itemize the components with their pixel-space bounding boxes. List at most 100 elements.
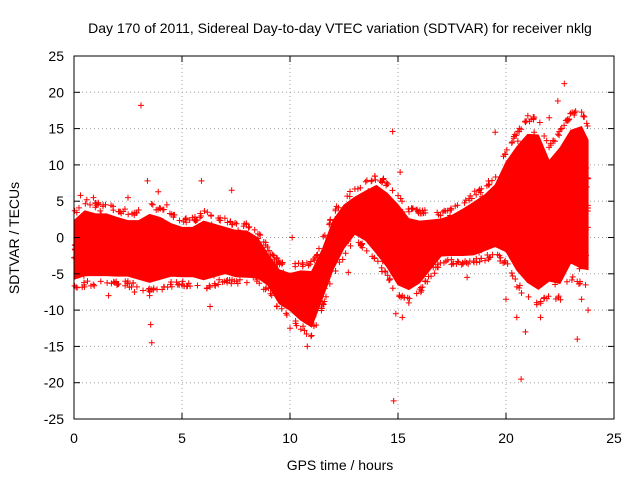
data-point xyxy=(482,206,489,213)
data-point xyxy=(509,272,516,279)
data-point xyxy=(542,232,549,239)
data-point xyxy=(419,254,426,261)
data-point xyxy=(274,255,281,262)
data-point xyxy=(210,233,217,240)
data-point xyxy=(102,259,109,266)
data-point xyxy=(229,276,236,283)
data-point xyxy=(332,207,339,214)
data-point xyxy=(428,240,435,247)
data-point xyxy=(513,132,520,139)
data-point xyxy=(87,201,94,208)
data-point xyxy=(315,294,322,301)
data-point xyxy=(371,255,378,262)
data-point xyxy=(527,213,534,220)
data-point xyxy=(384,209,391,216)
data-point xyxy=(582,240,589,247)
data-point xyxy=(156,273,163,280)
data-point xyxy=(468,219,475,226)
data-point xyxy=(263,273,270,280)
data-point xyxy=(280,295,287,302)
data-point xyxy=(438,243,445,250)
data-point xyxy=(308,333,315,340)
data-point xyxy=(84,239,91,246)
data-point xyxy=(162,228,169,235)
data-point xyxy=(398,246,405,253)
data-point xyxy=(75,264,82,271)
data-point xyxy=(371,173,378,180)
data-point xyxy=(297,296,304,303)
data-point xyxy=(480,197,487,204)
data-point xyxy=(520,250,527,257)
data-point xyxy=(512,276,519,283)
data-point xyxy=(580,112,587,119)
data-point xyxy=(417,229,424,236)
data-point xyxy=(532,241,539,248)
data-point xyxy=(535,232,542,239)
data-point xyxy=(153,206,160,213)
data-point xyxy=(535,266,542,273)
data-point xyxy=(555,293,562,300)
data-point xyxy=(426,221,433,228)
data-point xyxy=(81,212,88,219)
data-point xyxy=(262,286,269,293)
data-point xyxy=(578,147,585,154)
data-point xyxy=(207,231,214,238)
data-point xyxy=(93,202,100,209)
data-point xyxy=(129,231,136,238)
data-point xyxy=(563,278,570,285)
data-point xyxy=(297,301,304,308)
outlier-point xyxy=(567,143,574,150)
data-point xyxy=(567,221,574,228)
data-point xyxy=(263,258,270,265)
data-point xyxy=(565,208,572,215)
data-point xyxy=(217,268,224,275)
data-point xyxy=(339,238,346,245)
data-point xyxy=(422,240,429,247)
data-point xyxy=(92,224,99,231)
data-point xyxy=(493,198,500,205)
data-point xyxy=(371,233,378,240)
data-point xyxy=(518,289,525,296)
data-point xyxy=(530,208,537,215)
data-point xyxy=(551,207,558,214)
data-point xyxy=(573,229,580,236)
data-point xyxy=(435,264,442,271)
data-point xyxy=(228,221,235,228)
data-point xyxy=(318,254,325,261)
data-point xyxy=(574,252,581,259)
data-point xyxy=(224,219,231,226)
data-point xyxy=(316,265,323,272)
data-point xyxy=(418,221,425,228)
data-point xyxy=(510,187,517,194)
outlier-point xyxy=(578,296,585,303)
data-point xyxy=(131,239,138,246)
data-point xyxy=(197,272,204,279)
data-point xyxy=(264,261,271,268)
data-point xyxy=(386,276,393,283)
data-point xyxy=(293,279,300,286)
y-tick-label: -5 xyxy=(52,266,65,282)
data-point xyxy=(421,263,428,270)
data-point xyxy=(355,208,362,215)
data-point xyxy=(215,281,222,288)
data-point xyxy=(170,214,177,221)
data-points xyxy=(71,80,592,404)
data-point xyxy=(80,272,87,279)
data-point xyxy=(148,231,155,238)
data-point xyxy=(152,274,159,281)
data-point xyxy=(187,241,194,248)
data-point xyxy=(204,259,211,266)
data-point xyxy=(466,195,473,202)
data-point xyxy=(254,259,261,266)
data-point xyxy=(363,223,370,230)
data-point xyxy=(564,148,571,155)
data-point xyxy=(530,203,537,210)
data-point xyxy=(201,246,208,253)
data-point xyxy=(116,230,123,237)
data-point xyxy=(408,230,415,237)
data-point xyxy=(253,278,260,285)
data-point xyxy=(176,280,183,287)
data-point xyxy=(520,216,527,223)
data-point xyxy=(161,248,168,255)
data-point xyxy=(313,268,320,275)
